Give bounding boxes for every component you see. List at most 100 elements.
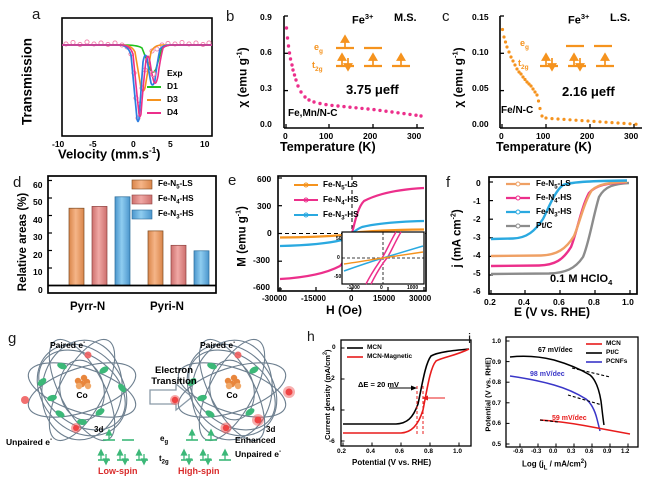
panel-c-eg-label: eg [520,38,529,51]
panel-b-ylabel-text: χ (emu g [235,58,250,108]
e-legend-1-suffix: -HS [344,195,359,204]
panel-e-inset-xtick-1: 0 [380,285,383,291]
panel-g-unpaired-right-l1: Enhanced [235,435,276,445]
panel-a-xtick-2: 0 [131,139,136,149]
panel-f-xtick-1: 0.4 [518,297,530,307]
legend-0-sub: 5 [176,184,180,191]
panel-b: b χ (emu g-1) 0.9 0.6 0.3 0.0 [216,0,432,160]
panel-e-legend-label-2: Fe-N3-HS [323,210,359,222]
panel-i-ytick-1: 0.9 [492,359,502,366]
panel-e-inset [341,231,425,285]
panel-i-xtick-6: 1.2 [621,449,630,455]
panel-b-t2g-text: t [312,60,315,70]
legend-0-suffix: -LS [179,179,193,188]
panel-c-data-points [500,27,638,126]
f-legend-2-suffix: -HS [557,207,572,216]
panel-f-ytick-1: -1 [473,196,481,206]
panel-c-xtick-3: 300 [624,131,639,141]
panel-f-ylabel: j (mA cm-2) [451,188,464,288]
panel-g-eg-sub: g [164,439,169,446]
legend-0-name: Fe-N [158,179,177,188]
panel-a-legend-d1: D1 [167,81,178,91]
panel-i-plot [505,336,639,448]
panel-c-ylabel-text: χ (emu g [451,58,466,108]
panel-h-legend-mcn: MCN [367,344,382,351]
panel-a-legend [147,70,161,114]
legend-marker-exp [149,70,157,78]
panel-b-eg-label: eg [314,42,323,55]
panel-d-legend-label-2: Fe-N3-HS [158,209,194,221]
panel-i-xtick-0: -0.6 [513,449,524,455]
panel-c-ion-text: Fe [568,14,581,27]
bar-pyrr-fe-n3-hs [114,196,131,286]
panel-g-unpaired-left-text: Unpaired e [6,436,50,447]
panel-a-legend-d3: D3 [167,94,178,104]
panel-a-legend-exp: Exp [167,68,183,78]
panel-a-xlabel-end: ) [156,146,161,162]
panel-d-plot [47,175,217,294]
panel-i-xtick-5: 0.9 [603,449,612,455]
panel-c-xlabel: Temperature (K) [496,140,592,154]
panel-d-xtick-1: Pyri-N [150,301,184,313]
panel-e-ytick-1: 300 [257,201,272,211]
panel-c-xtick-2: 200 [580,131,595,141]
panel-b-xtick-2: 200 [363,131,378,141]
panel-h-legend [347,347,363,358]
panel-c-ytick-3: 0.00 [472,119,489,129]
f-legend-2-sub: 3 [554,212,558,219]
f-legend-1-suffix: -HS [557,193,572,202]
panel-b-ion-text: Fe [352,14,365,27]
panel-d-xtick-0: Pyrr-N [70,301,106,313]
panel-b-eg-text: e [314,42,320,52]
panel-h-ylabel-sup: 2 [322,351,329,356]
panel-h-ytick-0: 0 [332,344,336,351]
panel-g-t2g-text: t [159,454,162,463]
panel-b-sample: Fe,Mn/N-C [288,108,338,119]
panel-i-slope-pcnfs: 98 mV/dec [530,371,565,378]
panel-g-diagram: Co 3d [21,338,295,466]
panel-b-xlabel: Temperature (K) [280,140,376,154]
e-legend-1-name: Fe-N [323,195,342,204]
panel-f-legend-label-3: Pt/C [536,221,553,230]
panel-h-xlabel: Potential (V vs. RHE) [352,458,432,467]
panel-i-tafel-fit-pcnfs [567,394,603,406]
panel-d-ytick-2: 40 [33,215,43,225]
legend-swatch-fe-n3-hs [131,209,153,220]
panel-d-ytick-0: 60 [33,180,43,190]
panel-g-label: g [8,330,17,347]
panel-g-paired-left: Paired e- [50,339,85,350]
high-spin-orbitals [180,428,231,466]
panel-g-low-spin-label: Low-spin [98,466,138,476]
panel-c-ion-label: Fe3+ [568,12,589,27]
panel-g-unpaired-right-l2: Unpaired e [235,448,279,459]
bar-pyrr-fe-n5-ls [68,207,85,286]
panel-c-spin-arrows [541,52,610,72]
panel-a-xtick-3: 5 [168,139,173,149]
panel-b-t2g-sub: 2g [315,65,323,73]
panel-c-ytick-0: 0.15 [472,12,489,22]
panel-a-xtick-4: 10 [200,139,210,149]
atom-right-center-label: Co [226,390,237,400]
panel-e: e M (emu g-1) 600 300 0 -300 -600 [216,160,432,322]
f-legend-2-name: Fe-N [536,207,555,216]
panel-e-ytick-2: 0 [267,228,272,238]
panel-d-legend [131,179,153,220]
panel-g-high-spin-label: High-spin [178,466,220,476]
panel-a-curve-d4 [62,44,212,118]
panel-g-paired-right: Paired e- [200,339,235,350]
e-legend-0-sub: 5 [341,185,345,192]
panel-c-spin-state: L.S. [610,12,631,24]
panel-b-ion-label: Fe3+ [352,12,373,27]
panel-b-xtick-0: 0 [283,131,288,141]
panel-h: h Current density (mA/cm2) 0 -2 -4 -6 [307,322,475,482]
panel-a-xlabel-text: Velocity (mm.s [58,146,150,162]
panel-i-ytick-4: 0.6 [492,420,502,427]
panel-i-slope-ptc: 67 mV/dec [538,347,573,354]
panel-f-electrolyte-text: 0.1 M HClO [550,273,609,285]
panel-e-inset-ytick-0: 50 [336,236,342,242]
panel-i-xlabel-text: Log (j [522,459,544,469]
panel-i-tafel-fit-mcn [539,419,559,423]
panel-a-label: a [32,6,41,23]
panel-c-eg-text: e [520,38,526,48]
panel-f-label: f [446,174,451,191]
